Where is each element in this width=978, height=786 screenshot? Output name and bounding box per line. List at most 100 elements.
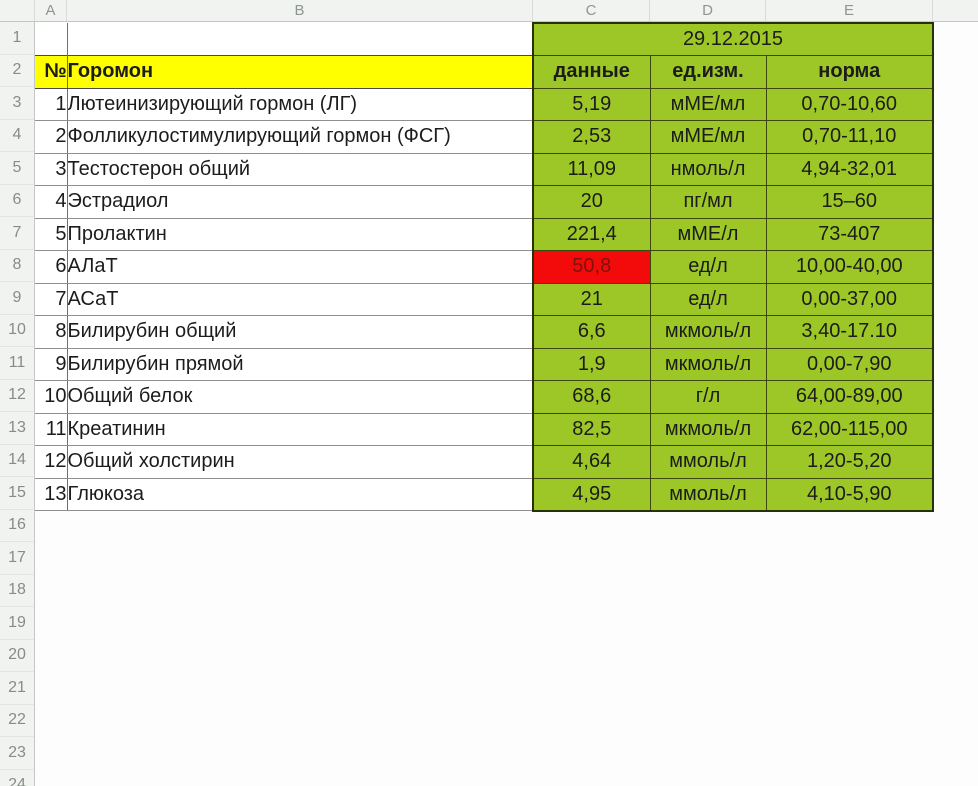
row-header-9[interactable]: 9 — [0, 282, 34, 315]
value-cell[interactable]: 5,19 — [532, 87, 651, 121]
row-header-23[interactable]: 23 — [0, 737, 34, 770]
unit-cell[interactable]: ед/л — [649, 250, 767, 284]
norm-cell[interactable]: 0,00-37,00 — [765, 282, 934, 316]
unit-header-cell[interactable]: ед.изм. — [649, 55, 767, 89]
hormone-header-cell[interactable]: Горомон — [67, 55, 533, 89]
norm-cell[interactable]: 62,00-115,00 — [765, 412, 934, 446]
hormone-name-cell[interactable]: Тестостерон общий — [67, 153, 533, 186]
norm-cell[interactable]: 10,00-40,00 — [765, 250, 934, 284]
unit-cell[interactable]: г/л — [649, 380, 767, 414]
hormone-name-cell[interactable]: Глюкоза — [67, 478, 533, 511]
row-header-16[interactable]: 16 — [0, 510, 34, 542]
row-num-cell[interactable]: 5 — [35, 218, 68, 251]
hormone-name-cell[interactable]: Общий холстирин — [67, 445, 533, 479]
row-header-6[interactable]: 6 — [0, 185, 34, 217]
value-cell[interactable]: 2,53 — [532, 120, 651, 154]
norm-cell[interactable]: 4,10-5,90 — [765, 477, 934, 512]
norm-cell[interactable]: 1,20-5,20 — [765, 445, 934, 479]
hormone-name-cell[interactable]: Эстрадиол — [67, 185, 533, 219]
row-num-cell[interactable]: 3 — [35, 153, 68, 186]
row-header-17[interactable]: 17 — [0, 542, 34, 575]
row-header-24[interactable]: 24 — [0, 770, 34, 786]
data-header-cell[interactable]: данные — [532, 55, 651, 89]
unit-cell[interactable]: ед/л — [649, 282, 767, 316]
row-num-cell[interactable]: 1 — [35, 88, 68, 121]
row-header-22[interactable]: 22 — [0, 705, 34, 737]
hormone-name-cell[interactable]: АСаТ — [67, 283, 533, 316]
value-cell[interactable]: 11,09 — [532, 152, 651, 186]
norm-cell[interactable]: 0,00-7,90 — [765, 347, 934, 381]
value-cell[interactable]: 68,6 — [532, 380, 651, 414]
select-all-corner[interactable] — [0, 0, 35, 21]
value-cell[interactable]: 82,5 — [532, 412, 651, 446]
unit-cell[interactable]: мкмоль/л — [649, 347, 767, 381]
value-cell[interactable]: 20 — [532, 185, 651, 219]
cell-a1[interactable] — [35, 23, 68, 56]
row-header-1[interactable]: 1 — [0, 22, 34, 55]
date-cell[interactable]: 29.12.2015 — [532, 22, 934, 56]
column-header-e[interactable]: E — [766, 0, 933, 21]
row-header-3[interactable]: 3 — [0, 87, 34, 120]
norm-cell[interactable]: 0,70-11,10 — [765, 120, 934, 154]
unit-cell[interactable]: пг/мл — [649, 185, 767, 219]
row-header-11[interactable]: 11 — [0, 347, 34, 380]
column-header-c[interactable]: C — [533, 0, 650, 21]
row-num-cell[interactable]: 7 — [35, 283, 68, 316]
row-num-cell[interactable]: 11 — [35, 413, 68, 446]
value-cell[interactable]: 4,95 — [532, 477, 651, 512]
norm-header-cell[interactable]: норма — [765, 55, 934, 89]
row-num-cell[interactable]: 4 — [35, 185, 68, 219]
hormone-name-cell[interactable]: Лютеинизирующий гормон (ЛГ) — [67, 88, 533, 121]
unit-cell[interactable]: нмоль/л — [649, 152, 767, 186]
value-cell[interactable]: 221,4 — [532, 217, 651, 251]
hormone-name-cell[interactable]: Креатинин — [67, 413, 533, 446]
value-cell[interactable]: 21 — [532, 282, 651, 316]
value-cell[interactable]: 1,9 — [532, 347, 651, 381]
row-header-21[interactable]: 21 — [0, 672, 34, 705]
row-num-cell[interactable]: 9 — [35, 348, 68, 381]
value-cell[interactable]: 4,64 — [532, 445, 651, 479]
row-header-18[interactable]: 18 — [0, 575, 34, 607]
hormone-name-cell[interactable]: Билирубин общий — [67, 315, 533, 349]
row-num-cell[interactable]: 12 — [35, 445, 68, 479]
row-num-cell[interactable]: 13 — [35, 478, 68, 511]
column-header-a[interactable]: A — [35, 0, 67, 21]
row-header-10[interactable]: 10 — [0, 315, 34, 347]
unit-cell[interactable]: мкмоль/л — [649, 315, 767, 349]
column-header-d[interactable]: D — [650, 0, 766, 21]
unit-cell[interactable]: ммоль/л — [649, 445, 767, 479]
row-header-7[interactable]: 7 — [0, 217, 34, 250]
norm-cell[interactable]: 73-407 — [765, 217, 934, 251]
value-cell[interactable]: 6,6 — [532, 315, 651, 349]
row-num-cell[interactable]: 6 — [35, 250, 68, 284]
row-header-5[interactable]: 5 — [0, 152, 34, 185]
row-header-15[interactable]: 15 — [0, 477, 34, 510]
cell-b1[interactable] — [67, 23, 533, 56]
norm-cell[interactable]: 64,00-89,00 — [765, 380, 934, 414]
norm-cell[interactable]: 0,70-10,60 — [765, 87, 934, 121]
value-cell[interactable]: 50,8 — [532, 250, 651, 284]
row-header-14[interactable]: 14 — [0, 445, 34, 477]
unit-cell[interactable]: мМЕ/мл — [649, 120, 767, 154]
row-header-8[interactable]: 8 — [0, 250, 34, 282]
hormone-name-cell[interactable]: Фолликулостимулирующий гормон (ФСГ) — [67, 120, 533, 154]
row-header-4[interactable]: 4 — [0, 120, 34, 152]
unit-cell[interactable]: мкмоль/л — [649, 412, 767, 446]
row-header-19[interactable]: 19 — [0, 607, 34, 640]
row-header-20[interactable]: 20 — [0, 640, 34, 672]
hormone-name-cell[interactable]: АЛаТ — [67, 250, 533, 284]
hormone-name-cell[interactable]: Пролактин — [67, 218, 533, 251]
row-header-2[interactable]: 2 — [0, 55, 34, 87]
norm-cell[interactable]: 3,40-17.10 — [765, 315, 934, 349]
row-num-cell[interactable]: 2 — [35, 120, 68, 154]
norm-cell[interactable]: 15–60 — [765, 185, 934, 219]
hormone-name-cell[interactable]: Общий белок — [67, 380, 533, 414]
row-num-cell[interactable]: 8 — [35, 315, 68, 349]
num-header-cell[interactable]: № — [35, 55, 68, 89]
hormone-name-cell[interactable]: Билирубин прямой — [67, 348, 533, 381]
row-header-12[interactable]: 12 — [0, 380, 34, 412]
unit-cell[interactable]: ммоль/л — [649, 477, 767, 512]
column-header-b[interactable]: B — [67, 0, 533, 21]
row-num-cell[interactable]: 10 — [35, 380, 68, 414]
row-header-13[interactable]: 13 — [0, 412, 34, 445]
